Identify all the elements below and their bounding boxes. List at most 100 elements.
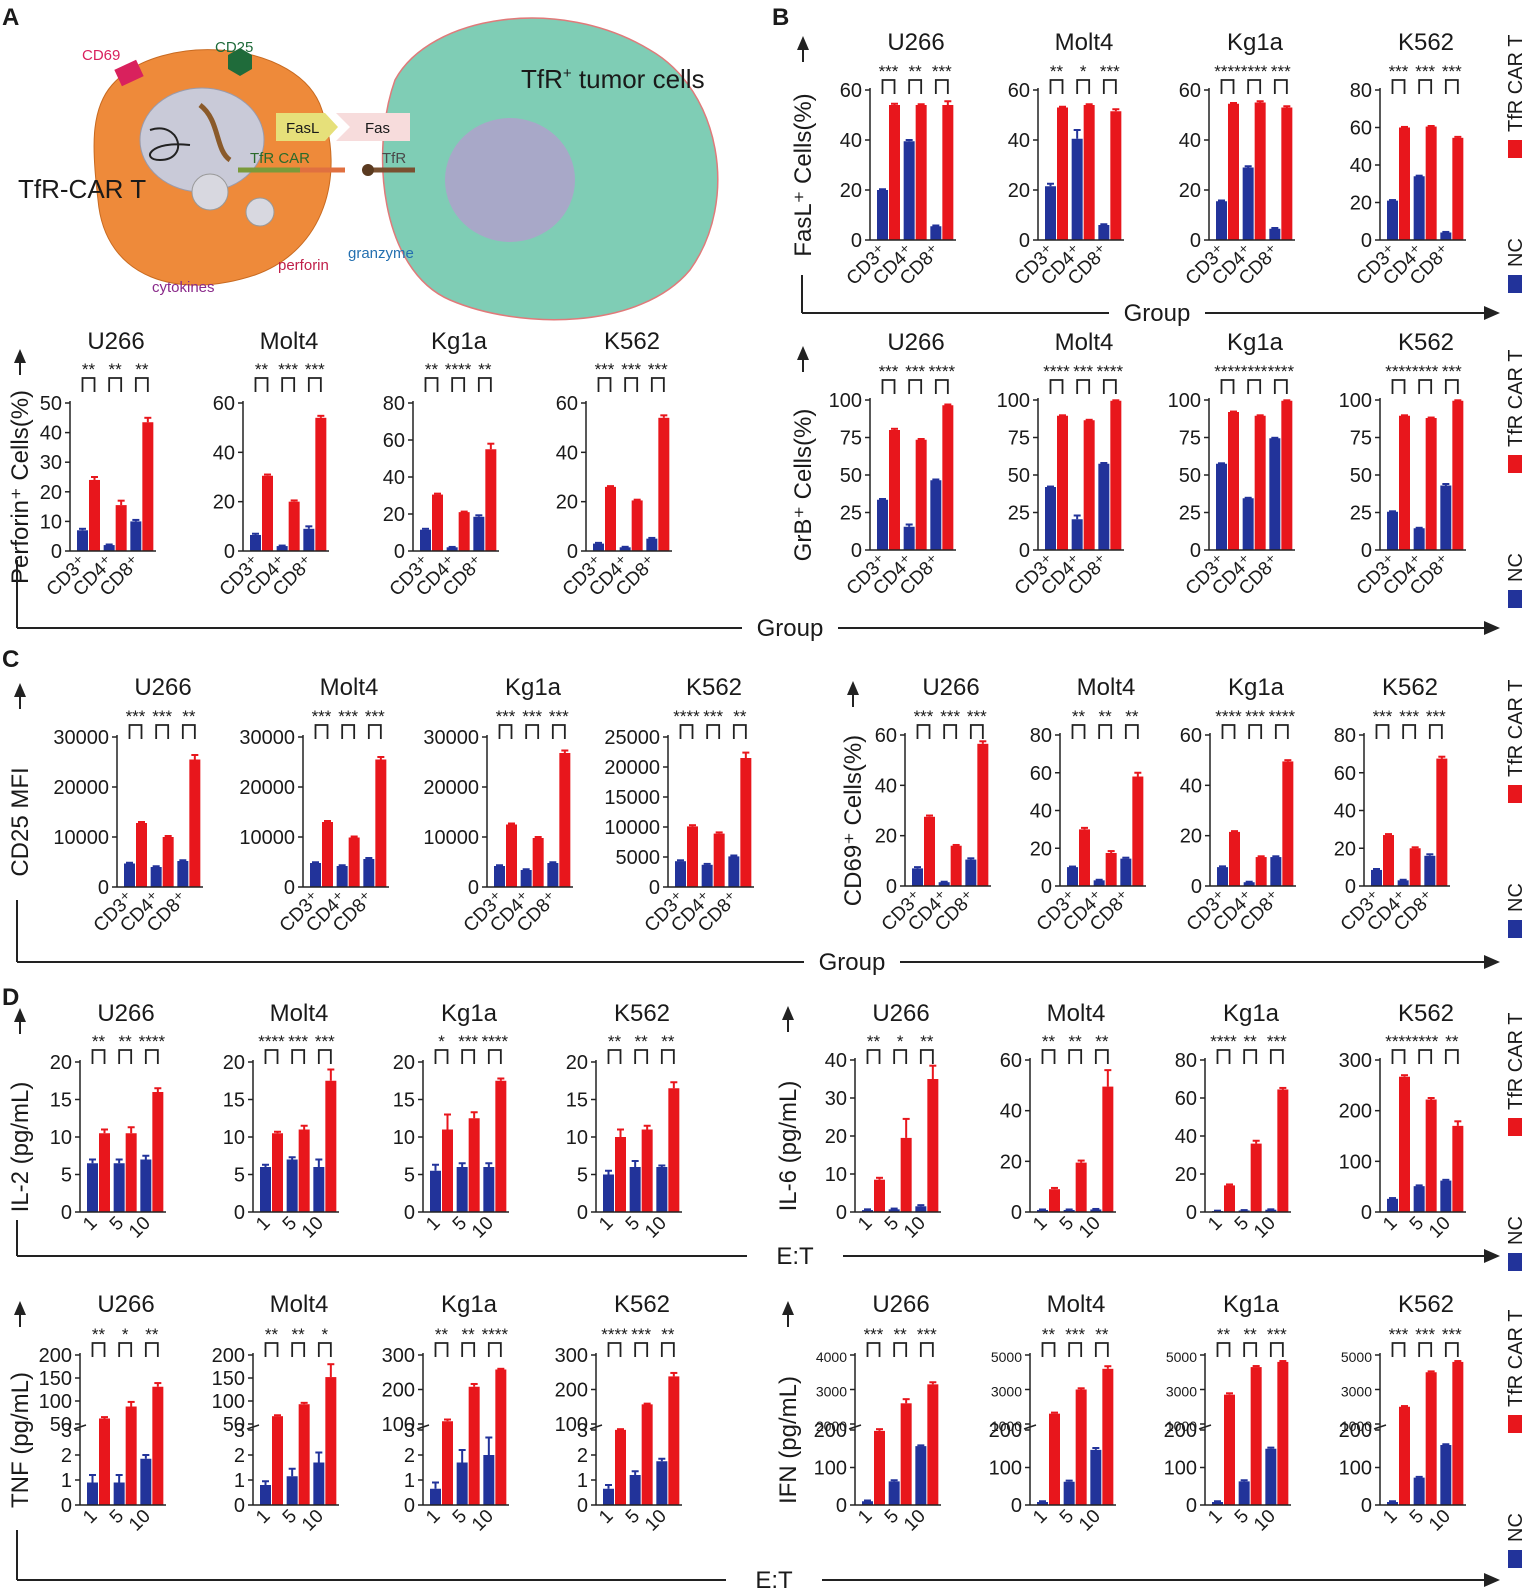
y-tick-label: 5 bbox=[234, 1165, 245, 1187]
y-axis-arrow-head bbox=[782, 1006, 794, 1020]
y-tick-label: 1 bbox=[404, 1470, 415, 1492]
y-tick-label: 40 bbox=[383, 467, 405, 489]
bar-car bbox=[1425, 418, 1437, 550]
significance-label: ** bbox=[661, 1325, 675, 1344]
bar-car bbox=[189, 759, 201, 887]
significance-bracket bbox=[1418, 1342, 1433, 1357]
y-tick-label: 40 bbox=[1000, 1101, 1022, 1123]
bar-car bbox=[889, 430, 900, 550]
significance-label: *** bbox=[1415, 62, 1435, 81]
significance-label: ** bbox=[292, 1325, 306, 1344]
significance-bracket bbox=[487, 1049, 502, 1064]
bar-nc bbox=[520, 870, 532, 887]
x-tick-label: 5 bbox=[1231, 1506, 1253, 1528]
y-tick-label: 40 bbox=[1180, 775, 1202, 797]
y-tick-label: 20 bbox=[556, 492, 578, 514]
y-tick-label: 3000 bbox=[816, 1384, 847, 1400]
significance-bracket bbox=[525, 724, 540, 739]
x-tick-label: 10 bbox=[900, 1506, 930, 1536]
significance-label: ** bbox=[1445, 1032, 1459, 1051]
bar-car bbox=[915, 105, 927, 240]
y-tick-label: 0 bbox=[234, 1202, 245, 1224]
panel-title: Molt4 bbox=[270, 1000, 329, 1027]
y-axis-arrow-head bbox=[847, 681, 859, 695]
bar-nc bbox=[1098, 463, 1110, 550]
y-tick-label: 60 bbox=[1000, 1050, 1022, 1072]
bar-nc bbox=[260, 1485, 271, 1505]
y-tick-label: 3000 bbox=[991, 1384, 1022, 1400]
y-tick-label: 20 bbox=[1180, 826, 1202, 848]
significance-label: **** bbox=[1241, 362, 1268, 381]
bar-car bbox=[1452, 1125, 1464, 1212]
significance-bracket bbox=[1274, 724, 1289, 739]
significance-bracket bbox=[1216, 1049, 1231, 1064]
significance-label: ** bbox=[894, 1325, 908, 1344]
significance-label: **** bbox=[1385, 362, 1412, 381]
bar-nc bbox=[1387, 511, 1398, 550]
bar-nc bbox=[701, 864, 713, 887]
x-tick-label: 10 bbox=[641, 1506, 671, 1536]
bar-car bbox=[262, 475, 273, 551]
y-tick-label: 25 bbox=[1350, 503, 1372, 525]
y-tick-label: 60 bbox=[1008, 80, 1030, 102]
bar-nc bbox=[483, 1455, 495, 1505]
x-tick-label: 1 bbox=[252, 1506, 274, 1528]
significance-label: **** bbox=[1043, 362, 1070, 381]
significance-bracket bbox=[551, 724, 566, 739]
significance-label: **** bbox=[673, 707, 700, 726]
bar-car bbox=[322, 822, 333, 887]
significance-bracket bbox=[1068, 1049, 1083, 1064]
significance-label: ** bbox=[135, 360, 149, 379]
bar-nc bbox=[1037, 1209, 1048, 1212]
significance-label: ** bbox=[1095, 1032, 1109, 1051]
y-axis-label: TNF (pg/mL) bbox=[7, 1372, 34, 1508]
bar-car bbox=[125, 1406, 137, 1505]
bar-car bbox=[506, 824, 517, 887]
bar-car bbox=[89, 479, 100, 551]
y-axis-label: IL-2 (pg/mL) bbox=[7, 1082, 34, 1213]
bar-car bbox=[1049, 1413, 1060, 1505]
significance-label: ** bbox=[1099, 707, 1113, 726]
legend-swatch-nc bbox=[1508, 1253, 1522, 1271]
bar-car bbox=[532, 838, 544, 887]
x-tick-label: 5 bbox=[279, 1506, 301, 1528]
y-tick-label: 0 bbox=[394, 541, 405, 563]
significance-bracket bbox=[1418, 379, 1433, 394]
schematic: TfR-CAR T TfR+ tumor cells CD69 CD25 Fas… bbox=[18, 17, 719, 321]
y-tick-label: 0 bbox=[404, 1202, 415, 1224]
significance-label: *** bbox=[879, 362, 899, 381]
significance-bracket bbox=[91, 1342, 106, 1357]
panel-title: K562 bbox=[1398, 1000, 1454, 1027]
bar-nc bbox=[456, 1462, 468, 1505]
x-tick-label: 10 bbox=[1075, 1506, 1105, 1536]
significance-label: *** bbox=[126, 707, 146, 726]
bar-car bbox=[874, 1430, 885, 1505]
bar-nc bbox=[130, 521, 142, 551]
group-axis-label: Group bbox=[819, 949, 886, 976]
panel-title: Kg1a bbox=[1227, 329, 1284, 356]
y-tick-label: 300 bbox=[1339, 1050, 1372, 1072]
x-tick-label: 10 bbox=[1250, 1213, 1280, 1243]
significance-label: * bbox=[897, 1032, 904, 1051]
group-axis-label: E:T bbox=[776, 1243, 814, 1270]
y-tick-label: 20000 bbox=[53, 777, 109, 799]
significance-label: ** bbox=[265, 1325, 279, 1344]
bar-nc bbox=[276, 546, 288, 551]
y-tick-label: 40 bbox=[875, 775, 897, 797]
legend-label-nc: NC bbox=[1505, 238, 1527, 267]
y-tick-label: 40 bbox=[1334, 801, 1356, 823]
significance-bracket bbox=[1248, 724, 1263, 739]
significance-label: ** bbox=[1072, 707, 1086, 726]
bar-nc bbox=[1238, 1210, 1250, 1212]
significance-bracket bbox=[1402, 724, 1417, 739]
legend-label-nc: NC bbox=[1505, 1513, 1527, 1542]
significance-bracket bbox=[1444, 1342, 1459, 1357]
y-tick-label: 0 bbox=[1361, 1495, 1372, 1517]
y-tick-label: 5 bbox=[61, 1165, 72, 1187]
bar-car bbox=[99, 1418, 110, 1505]
x-tick-label: 1 bbox=[1379, 1506, 1401, 1528]
significance-label: *** bbox=[595, 360, 615, 379]
legend-swatch-car bbox=[1508, 140, 1522, 158]
significance-bracket bbox=[1247, 379, 1262, 394]
legend-swatch-nc bbox=[1508, 1550, 1522, 1568]
